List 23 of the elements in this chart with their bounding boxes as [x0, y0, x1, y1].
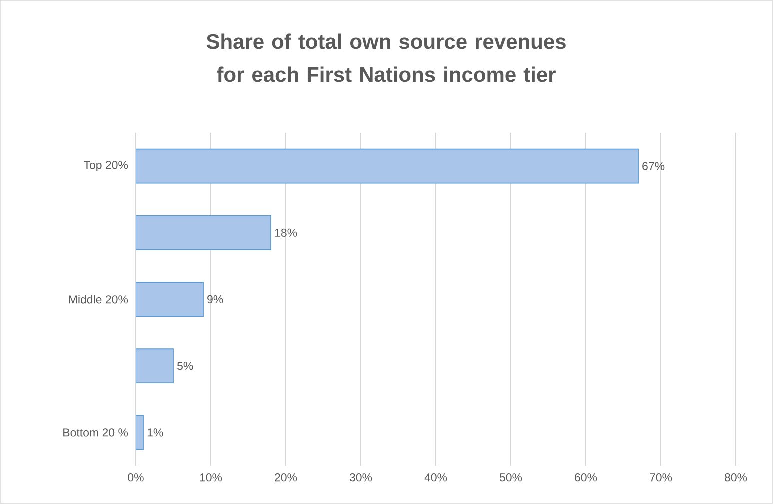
x-tick-label: 70% [650, 474, 672, 482]
bar [136, 415, 144, 450]
y-tick-label: Top 20% [84, 161, 128, 172]
y-tick-label: Bottom 20 % [64, 428, 128, 437]
y-tick-label: Middle 20% [69, 295, 128, 304]
data-label: 9% [208, 295, 224, 304]
x-tick-label: 60% [575, 474, 598, 482]
x-tick-label: 80% [725, 474, 748, 482]
x-tick-label: 50% [500, 474, 522, 482]
data-label: 1% [148, 428, 164, 437]
bar [136, 215, 272, 250]
data-label: 18% [275, 228, 298, 237]
bar [136, 282, 204, 317]
x-tick-label: 20% [275, 474, 298, 482]
bar [136, 348, 174, 384]
chart-title: Share of total own source revenues for each First Nations income tier [206, 34, 566, 82]
data-label: 67% [642, 162, 665, 170]
data-label: 5% [177, 362, 194, 370]
x-tick-label: 10% [200, 474, 222, 482]
bar [136, 148, 639, 184]
x-tick-label: 40% [424, 474, 448, 482]
x-tick-label: 30% [350, 474, 372, 482]
x-tick-label: 0% [128, 474, 144, 482]
